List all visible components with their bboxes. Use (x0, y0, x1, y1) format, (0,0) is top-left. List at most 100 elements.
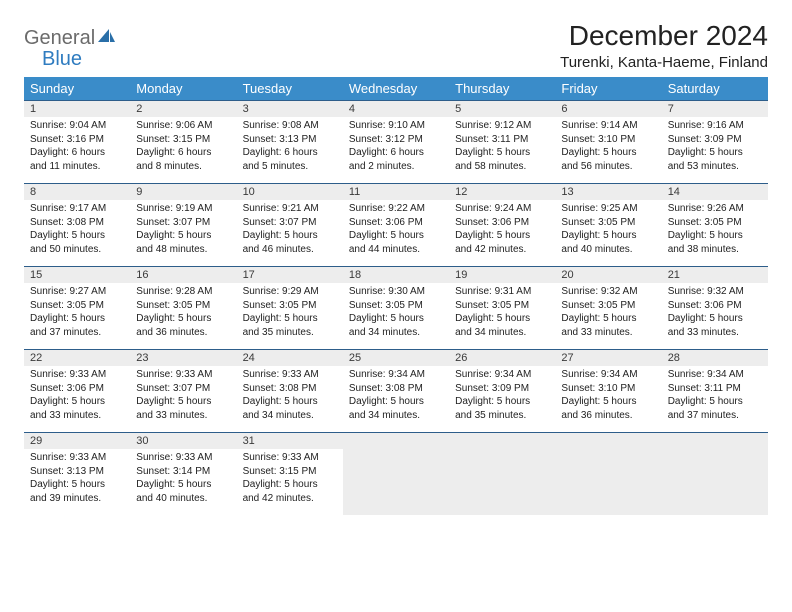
day-number-cell: 13 (555, 184, 661, 201)
day-number: 23 (136, 352, 148, 364)
day-number-cell: 23 (130, 350, 236, 367)
sunset-line: Sunset: 3:05 PM (561, 300, 635, 311)
day-number-cell: 19 (449, 267, 555, 284)
sunset-line: Sunset: 3:15 PM (243, 466, 317, 477)
week-data-row: Sunrise: 9:33 AMSunset: 3:06 PMDaylight:… (24, 366, 768, 433)
day-number: 5 (455, 103, 461, 115)
sunset-line: Sunset: 3:15 PM (136, 134, 210, 145)
week-data-row: Sunrise: 9:33 AMSunset: 3:13 PMDaylight:… (24, 449, 768, 515)
day-number-cell (662, 433, 768, 450)
day-data-cell: Sunrise: 9:25 AMSunset: 3:05 PMDaylight:… (555, 200, 661, 267)
day-data-cell: Sunrise: 9:34 AMSunset: 3:08 PMDaylight:… (343, 366, 449, 433)
sunrise-line: Sunrise: 9:04 AM (30, 120, 106, 131)
sunset-line: Sunset: 3:05 PM (243, 300, 317, 311)
day-data-cell: Sunrise: 9:30 AMSunset: 3:05 PMDaylight:… (343, 283, 449, 350)
daylight-line: Daylight: 5 hours and 53 minutes. (668, 147, 743, 172)
sunset-line: Sunset: 3:08 PM (30, 217, 104, 228)
page-container: General Blue December 2024 Turenki, Kant… (0, 0, 792, 525)
day-number-cell: 28 (662, 350, 768, 367)
sunrise-line: Sunrise: 9:10 AM (349, 120, 425, 131)
sunrise-line: Sunrise: 9:08 AM (243, 120, 319, 131)
day-data-cell: Sunrise: 9:17 AMSunset: 3:08 PMDaylight:… (24, 200, 130, 267)
sunrise-line: Sunrise: 9:33 AM (30, 452, 106, 463)
day-number-cell: 6 (555, 101, 661, 118)
day-number: 26 (455, 352, 467, 364)
day-header-row: Sunday Monday Tuesday Wednesday Thursday… (24, 77, 768, 101)
day-number-cell: 2 (130, 101, 236, 118)
sunset-line: Sunset: 3:06 PM (668, 300, 742, 311)
day-number-cell: 15 (24, 267, 130, 284)
day-number-cell (555, 433, 661, 450)
day-data-cell (662, 449, 768, 515)
day-number: 1 (30, 103, 36, 115)
daylight-line: Daylight: 5 hours and 42 minutes. (243, 479, 318, 504)
day-header: Friday (555, 77, 661, 101)
day-data-cell: Sunrise: 9:26 AMSunset: 3:05 PMDaylight:… (662, 200, 768, 267)
sunset-line: Sunset: 3:05 PM (136, 300, 210, 311)
day-number-cell: 25 (343, 350, 449, 367)
daylight-line: Daylight: 5 hours and 36 minutes. (136, 313, 211, 338)
day-number-cell: 24 (237, 350, 343, 367)
daylight-line: Daylight: 5 hours and 34 minutes. (349, 396, 424, 421)
week-number-row: 891011121314 (24, 184, 768, 201)
sunrise-line: Sunrise: 9:33 AM (243, 452, 319, 463)
sunset-line: Sunset: 3:07 PM (136, 217, 210, 228)
sunset-line: Sunset: 3:10 PM (561, 383, 635, 394)
day-header: Monday (130, 77, 236, 101)
page-title: December 2024 (560, 20, 768, 52)
sunrise-line: Sunrise: 9:29 AM (243, 286, 319, 297)
sunset-line: Sunset: 3:05 PM (455, 300, 529, 311)
calendar-table: Sunday Monday Tuesday Wednesday Thursday… (24, 77, 768, 515)
day-number-cell: 31 (237, 433, 343, 450)
day-number: 19 (455, 269, 467, 281)
sail-icon (97, 28, 117, 49)
day-number: 29 (30, 435, 42, 447)
day-number: 12 (455, 186, 467, 198)
day-number: 6 (561, 103, 567, 115)
day-data-cell: Sunrise: 9:24 AMSunset: 3:06 PMDaylight:… (449, 200, 555, 267)
day-data-cell: Sunrise: 9:16 AMSunset: 3:09 PMDaylight:… (662, 117, 768, 184)
day-number: 25 (349, 352, 361, 364)
day-number-cell: 29 (24, 433, 130, 450)
day-number-cell: 9 (130, 184, 236, 201)
day-number: 24 (243, 352, 255, 364)
daylight-line: Daylight: 5 hours and 33 minutes. (30, 396, 105, 421)
week-number-row: 1234567 (24, 101, 768, 118)
sunset-line: Sunset: 3:05 PM (349, 300, 423, 311)
sunset-line: Sunset: 3:09 PM (455, 383, 529, 394)
sunset-line: Sunset: 3:12 PM (349, 134, 423, 145)
daylight-line: Daylight: 5 hours and 50 minutes. (30, 230, 105, 255)
week-number-row: 293031 (24, 433, 768, 450)
sunrise-line: Sunrise: 9:26 AM (668, 203, 744, 214)
day-data-cell: Sunrise: 9:28 AMSunset: 3:05 PMDaylight:… (130, 283, 236, 350)
day-number: 10 (243, 186, 255, 198)
day-data-cell (449, 449, 555, 515)
sunrise-line: Sunrise: 9:24 AM (455, 203, 531, 214)
day-number: 18 (349, 269, 361, 281)
daylight-line: Daylight: 6 hours and 11 minutes. (30, 147, 105, 172)
sunset-line: Sunset: 3:13 PM (243, 134, 317, 145)
day-data-cell: Sunrise: 9:33 AM Sunset: 3:15 PM Daylight:… (237, 449, 343, 515)
sunset-line: Sunset: 3:06 PM (455, 217, 529, 228)
day-number: 21 (668, 269, 680, 281)
sunrise-line: Sunrise: 9:32 AM (668, 286, 744, 297)
day-number: 8 (30, 186, 36, 198)
daylight-line: Daylight: 5 hours and 40 minutes. (561, 230, 636, 255)
daylight-line: Daylight: 6 hours and 5 minutes. (243, 147, 318, 172)
daylight-line: Daylight: 5 hours and 37 minutes. (668, 396, 743, 421)
day-header: Tuesday (237, 77, 343, 101)
sunset-line: Sunset: 3:05 PM (668, 217, 742, 228)
day-number-cell: 7 (662, 101, 768, 118)
sunrise-line: Sunrise: 9:14 AM (561, 120, 637, 131)
daylight-line: Daylight: 5 hours and 35 minutes. (455, 396, 530, 421)
sunrise-line: Sunrise: 9:33 AM (136, 452, 212, 463)
sunrise-line: Sunrise: 9:27 AM (30, 286, 106, 297)
daylight-line: Daylight: 6 hours and 2 minutes. (349, 147, 424, 172)
daylight-line: Daylight: 5 hours and 39 minutes. (30, 479, 105, 504)
day-number: 31 (243, 435, 255, 447)
day-data-cell (555, 449, 661, 515)
daylight-line: Daylight: 5 hours and 33 minutes. (561, 313, 636, 338)
day-data-cell (343, 449, 449, 515)
day-number-cell: 5 (449, 101, 555, 118)
day-data-cell: Sunrise: 9:33 AMSunset: 3:07 PMDaylight:… (130, 366, 236, 433)
